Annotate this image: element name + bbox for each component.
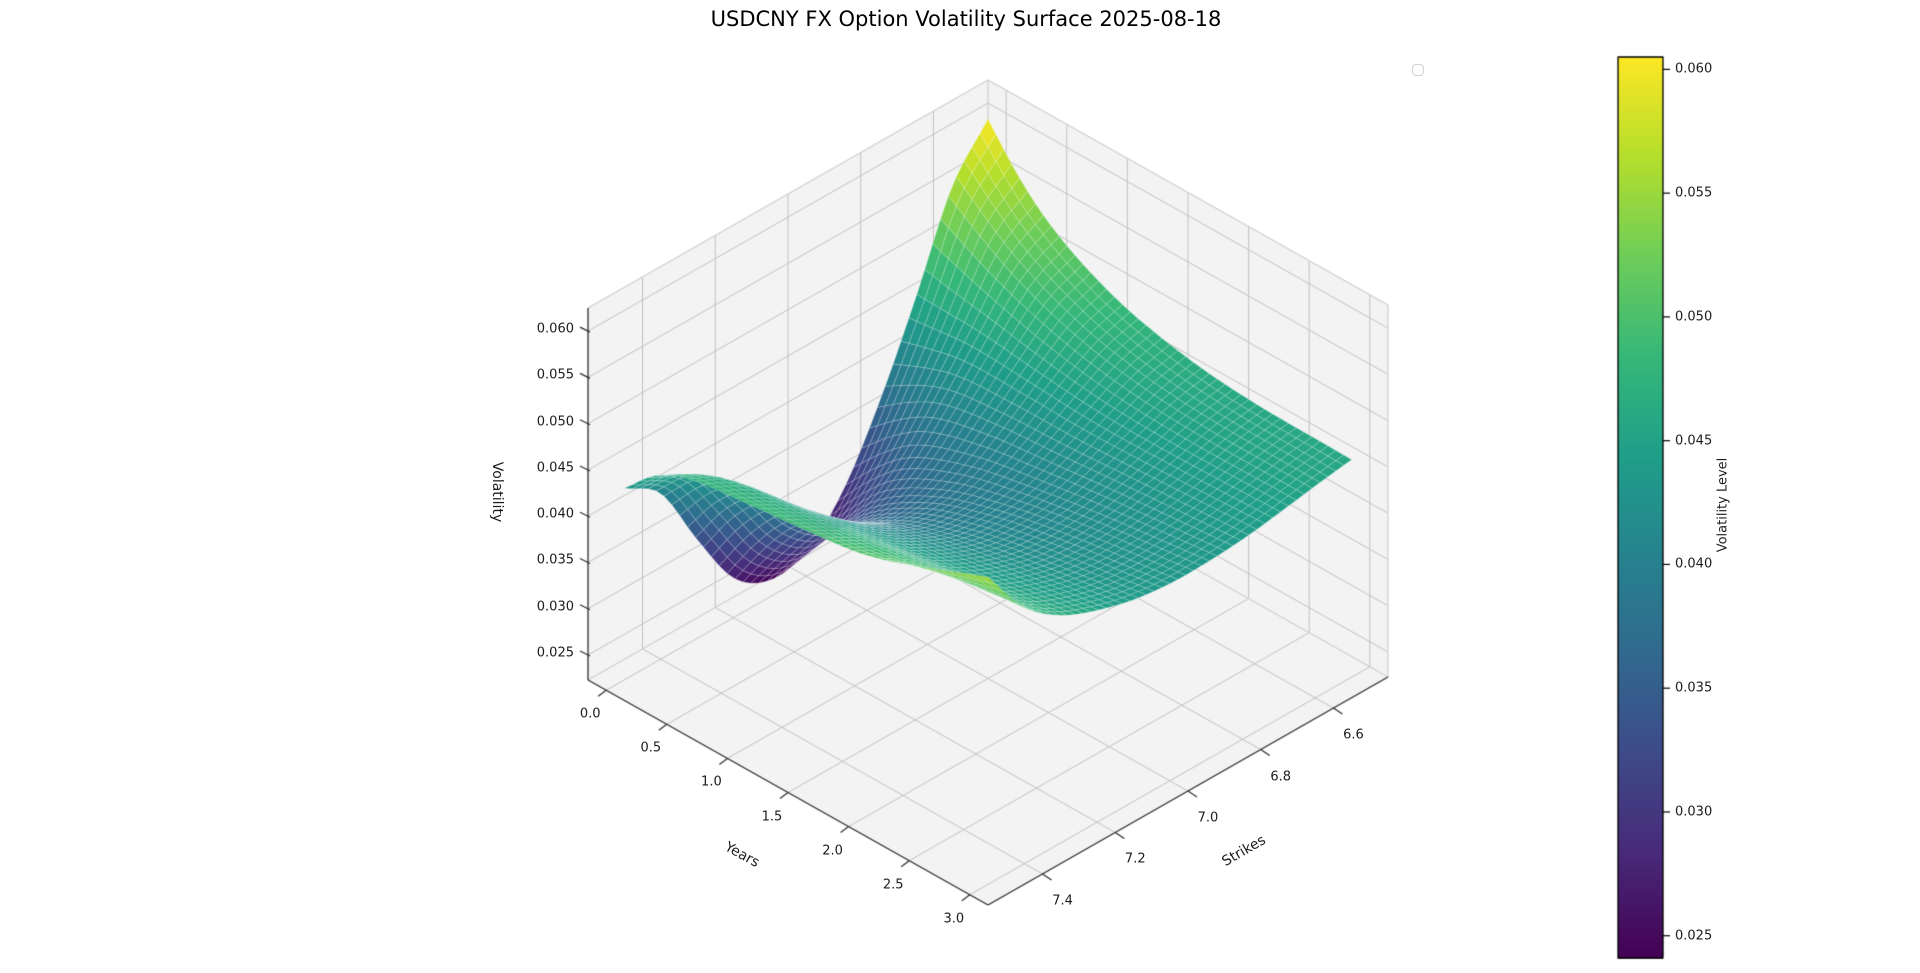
empty-legend-box	[1412, 64, 1424, 76]
chart-title: USDCNY FX Option Volatility Surface 2025…	[710, 7, 1222, 31]
